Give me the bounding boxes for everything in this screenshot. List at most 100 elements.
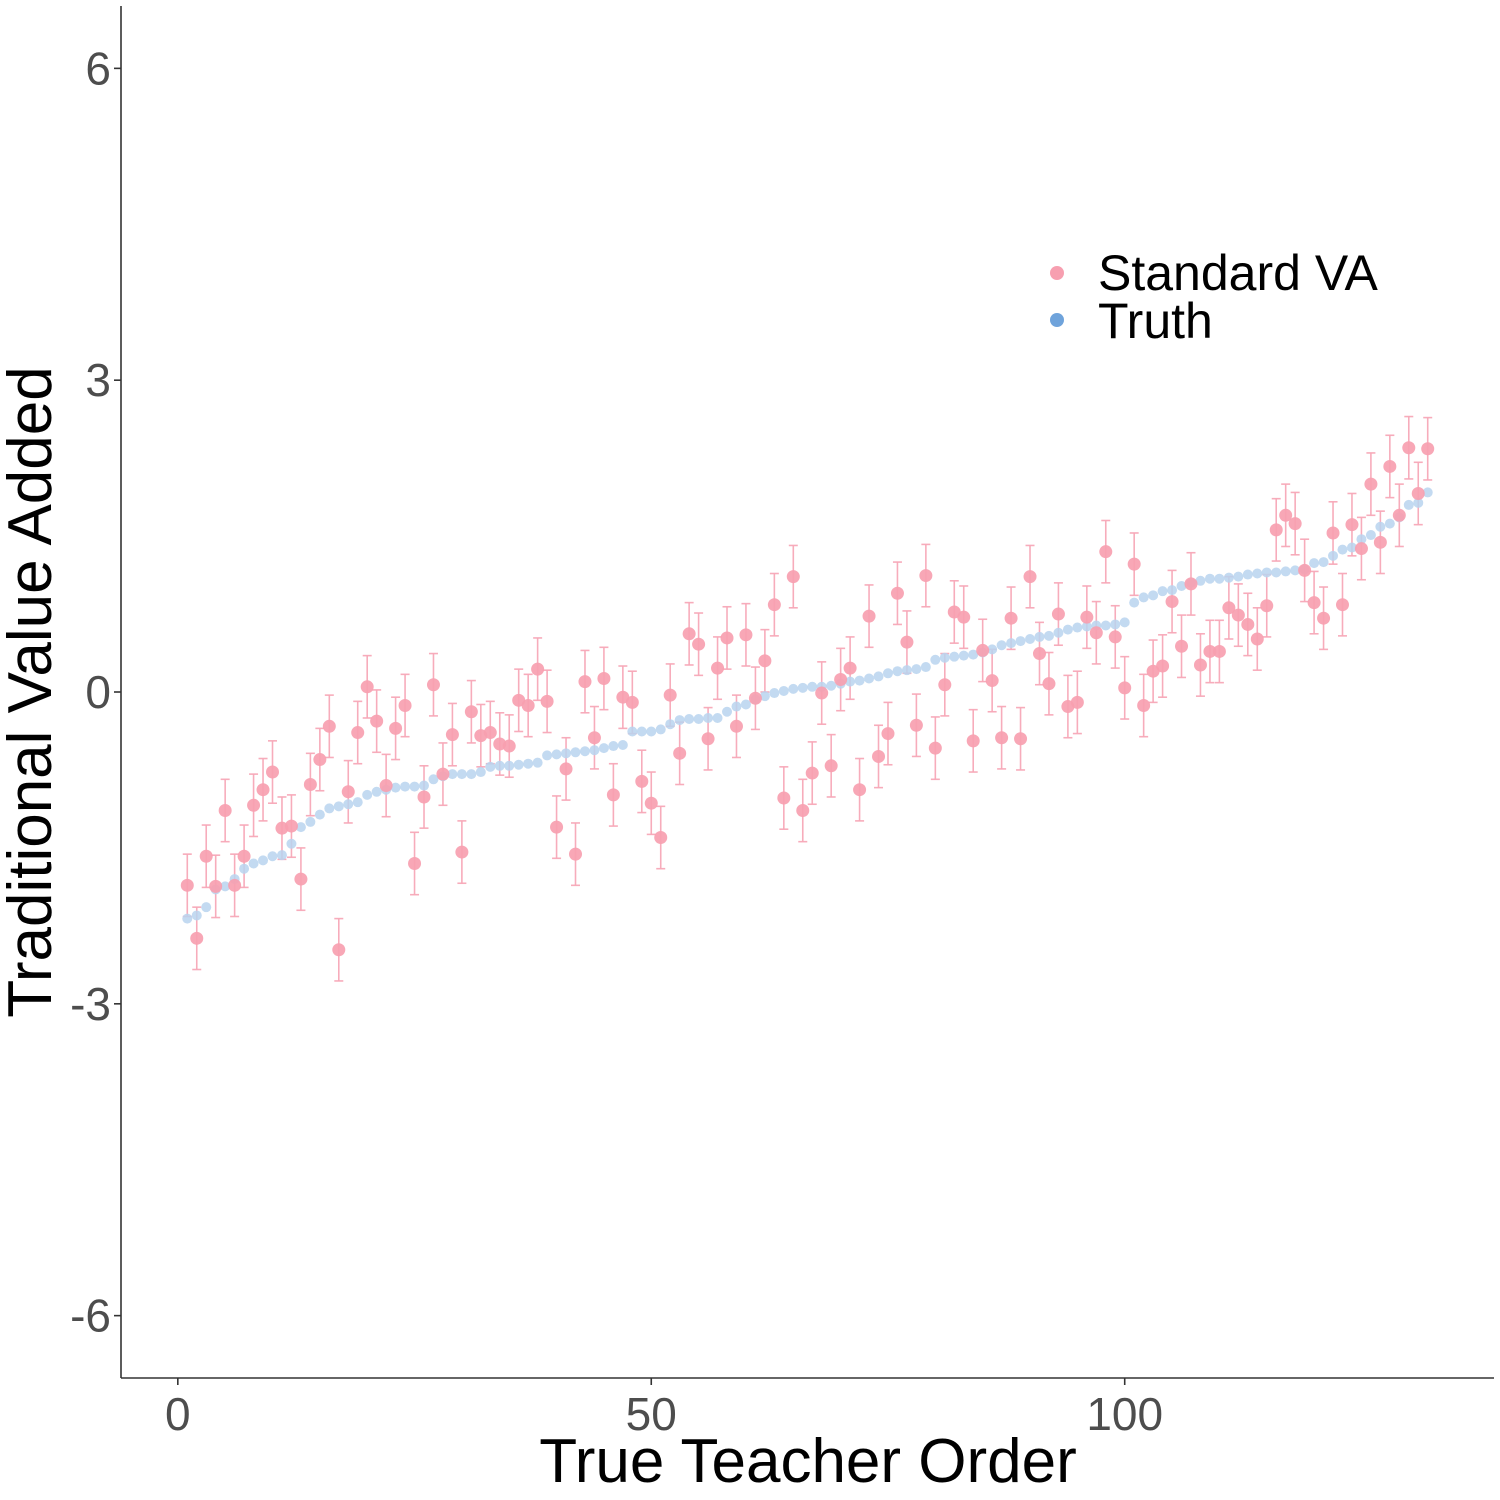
standard-va-point: [266, 765, 280, 779]
truth-point: [352, 797, 363, 808]
truth-point: [1129, 597, 1140, 608]
standard-va-point: [247, 798, 261, 812]
standard-va-point: [512, 693, 526, 707]
truth-point: [712, 712, 723, 723]
standard-va-point: [180, 878, 194, 892]
truth-point: [1318, 557, 1329, 568]
truth-point: [1167, 585, 1178, 596]
standard-va-point: [1383, 459, 1397, 473]
truth-point: [343, 799, 354, 810]
truth-point: [276, 850, 287, 861]
truth-point: [390, 782, 401, 793]
truth-point: [579, 746, 590, 757]
x-tick-label: 50: [626, 1388, 677, 1440]
truth-point: [182, 913, 193, 924]
truth-point: [1290, 565, 1301, 576]
truth-point: [333, 801, 344, 812]
standard-va-point: [587, 731, 601, 745]
standard-va-point: [663, 688, 677, 702]
standard-va-point: [540, 694, 554, 708]
standard-va-point: [1137, 699, 1151, 713]
standard-va-point: [1354, 542, 1368, 556]
standard-va-point: [322, 719, 336, 733]
standard-va-point: [1004, 611, 1018, 625]
truth-point: [996, 640, 1007, 651]
standard-va-point: [578, 675, 592, 689]
truth-point: [930, 654, 941, 665]
truth-point: [1403, 499, 1414, 510]
standard-va-point: [767, 598, 781, 612]
standard-va-point: [881, 727, 895, 741]
standard-va-point: [1108, 630, 1122, 644]
truth-point: [598, 743, 609, 754]
standard-va-point: [1411, 486, 1425, 500]
standard-va-point: [1326, 526, 1340, 540]
truth-point: [523, 758, 534, 769]
standard-va-point: [332, 943, 346, 957]
standard-va-point: [625, 695, 639, 709]
truth-point: [1157, 586, 1168, 597]
truth-point: [1053, 627, 1064, 638]
truth-point: [1148, 590, 1159, 601]
truth-point: [191, 910, 202, 921]
x-tick-label: 0: [165, 1388, 191, 1440]
standard-va-point: [341, 785, 355, 799]
standard-va-point: [228, 878, 242, 892]
truth-point: [1195, 575, 1206, 586]
standard-va-point: [559, 762, 573, 776]
truth-point: [1337, 544, 1348, 555]
standard-va-point: [1288, 517, 1302, 531]
standard-va-point: [1231, 608, 1245, 622]
truth-point: [655, 724, 666, 735]
standard-va-point: [417, 790, 431, 804]
truth-point: [1025, 633, 1036, 644]
standard-va-point: [455, 845, 469, 859]
truth-point: [759, 691, 770, 702]
truth-point: [1015, 636, 1026, 647]
standard-va-point: [209, 879, 223, 893]
standard-va-point: [1165, 595, 1179, 609]
standard-va-point: [1080, 610, 1094, 624]
standard-va-point: [1222, 601, 1236, 615]
truth-point: [286, 838, 297, 849]
truth-point: [627, 726, 638, 737]
truth-point: [589, 745, 600, 756]
standard-va-point: [786, 570, 800, 584]
truth-point: [1043, 630, 1054, 641]
truth-point: [1375, 521, 1386, 532]
axes: [120, 6, 1494, 1379]
truth-point: [968, 649, 979, 660]
standard-va-point: [464, 705, 478, 719]
truth-point: [1214, 573, 1225, 584]
truth-point: [1328, 550, 1339, 561]
standard-va-point: [199, 849, 213, 863]
standard-va-point: [711, 661, 725, 675]
standard-va-point: [1260, 599, 1274, 613]
standard-va-point: [237, 849, 251, 863]
standard-va-point: [1127, 557, 1141, 571]
truth-point: [1072, 622, 1083, 633]
standard-va-point: [701, 732, 715, 746]
truth-point: [1119, 617, 1130, 628]
truth-point: [1006, 638, 1017, 649]
truth-point: [731, 701, 742, 712]
truth-point: [1062, 624, 1073, 635]
standard-va-point: [995, 731, 1009, 745]
truth-point: [305, 816, 316, 827]
standard-va-point: [597, 671, 611, 685]
truth-point: [551, 749, 562, 760]
standard-va-point: [985, 674, 999, 688]
truth-point: [428, 774, 439, 785]
standard-va-point: [900, 635, 914, 649]
standard-va-point: [360, 680, 374, 694]
standard-va-point: [1175, 639, 1189, 653]
standard-va-point: [569, 847, 583, 861]
truth-point: [1346, 542, 1357, 553]
standard-va-point: [351, 726, 365, 740]
standard-va-point: [720, 631, 734, 645]
plot-marks: [180, 415, 1435, 982]
legend: Standard VA Truth: [1050, 245, 1378, 349]
standard-va-point: [1345, 518, 1359, 532]
y-tick-label: 3: [85, 354, 111, 406]
truth-point: [826, 680, 837, 691]
